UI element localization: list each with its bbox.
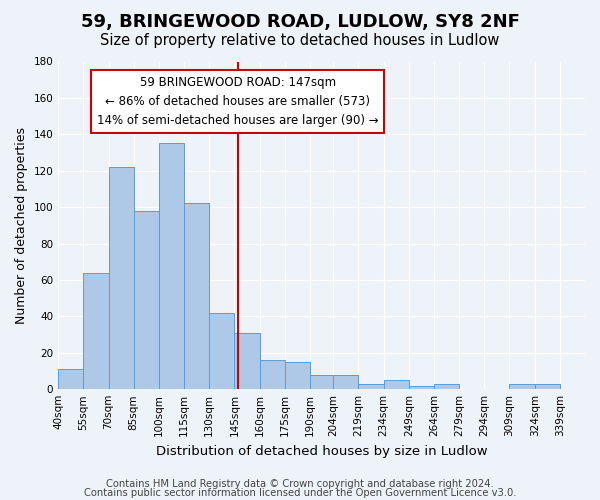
Bar bbox=[535, 384, 560, 389]
Bar bbox=[134, 211, 159, 389]
Y-axis label: Number of detached properties: Number of detached properties bbox=[15, 127, 28, 324]
Bar bbox=[235, 332, 260, 389]
Bar bbox=[409, 386, 434, 389]
Bar bbox=[383, 380, 409, 389]
Text: Size of property relative to detached houses in Ludlow: Size of property relative to detached ho… bbox=[100, 32, 500, 48]
Bar bbox=[260, 360, 284, 389]
Bar bbox=[284, 362, 310, 389]
Bar bbox=[209, 312, 235, 389]
Bar bbox=[310, 374, 334, 389]
Bar bbox=[434, 384, 459, 389]
Bar bbox=[159, 144, 184, 389]
Bar bbox=[83, 272, 109, 389]
Bar bbox=[334, 374, 358, 389]
Text: Contains public sector information licensed under the Open Government Licence v3: Contains public sector information licen… bbox=[84, 488, 516, 498]
Bar bbox=[58, 369, 83, 389]
Bar bbox=[358, 384, 383, 389]
X-axis label: Distribution of detached houses by size in Ludlow: Distribution of detached houses by size … bbox=[156, 444, 487, 458]
Bar bbox=[109, 167, 134, 389]
Text: Contains HM Land Registry data © Crown copyright and database right 2024.: Contains HM Land Registry data © Crown c… bbox=[106, 479, 494, 489]
Bar bbox=[509, 384, 535, 389]
Text: 59 BRINGEWOOD ROAD: 147sqm
← 86% of detached houses are smaller (573)
14% of sem: 59 BRINGEWOOD ROAD: 147sqm ← 86% of deta… bbox=[97, 76, 379, 127]
Text: 59, BRINGEWOOD ROAD, LUDLOW, SY8 2NF: 59, BRINGEWOOD ROAD, LUDLOW, SY8 2NF bbox=[80, 12, 520, 30]
Bar bbox=[184, 204, 209, 389]
